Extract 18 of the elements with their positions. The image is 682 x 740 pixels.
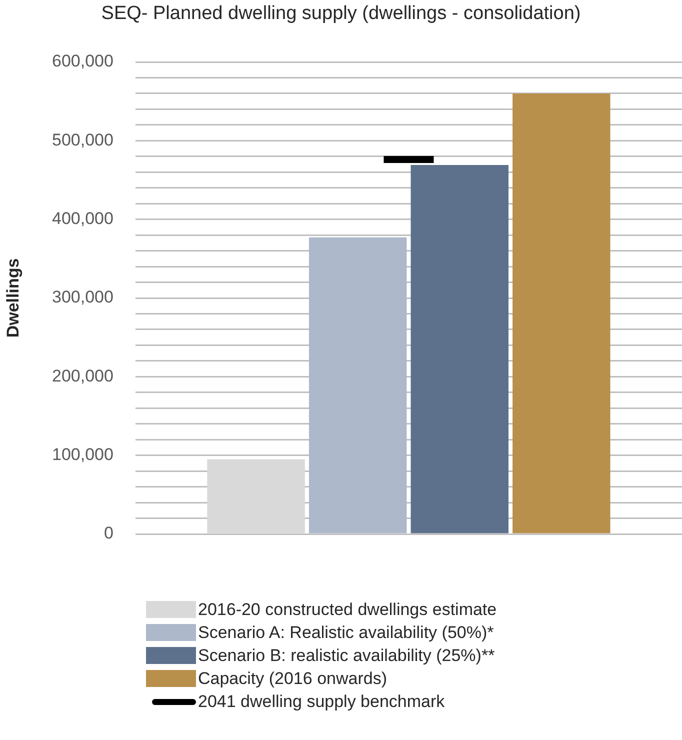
bar [512, 93, 610, 534]
legend-label: Capacity (2016 onwards) [198, 668, 387, 688]
y-tick-label: 400,000 [52, 209, 114, 228]
legend-label: 2016-20 constructed dwellings estimate [198, 600, 497, 620]
y-tick-label: 500,000 [52, 130, 114, 150]
legend-label: Scenario A: Realistic availability (50%)* [198, 622, 494, 642]
y-tick-label: 600,000 [52, 52, 114, 71]
y-tick-label: 200,000 [52, 366, 114, 386]
y-axis-title: Dwellings [4, 258, 23, 338]
bar [207, 459, 305, 534]
chart-title: SEQ- Planned dwelling supply (dwellings - consolidation) [101, 3, 581, 24]
legend-label: Scenario B: realistic availability (25%)** [198, 646, 495, 666]
legend-label: 2041 dwelling supply benchmark [198, 692, 445, 712]
bar [308, 237, 407, 534]
bar [410, 165, 508, 534]
y-tick-label: 0 [104, 524, 114, 543]
y-tick-label: 100,000 [52, 445, 114, 464]
y-tick-label: 300,000 [52, 288, 114, 307]
